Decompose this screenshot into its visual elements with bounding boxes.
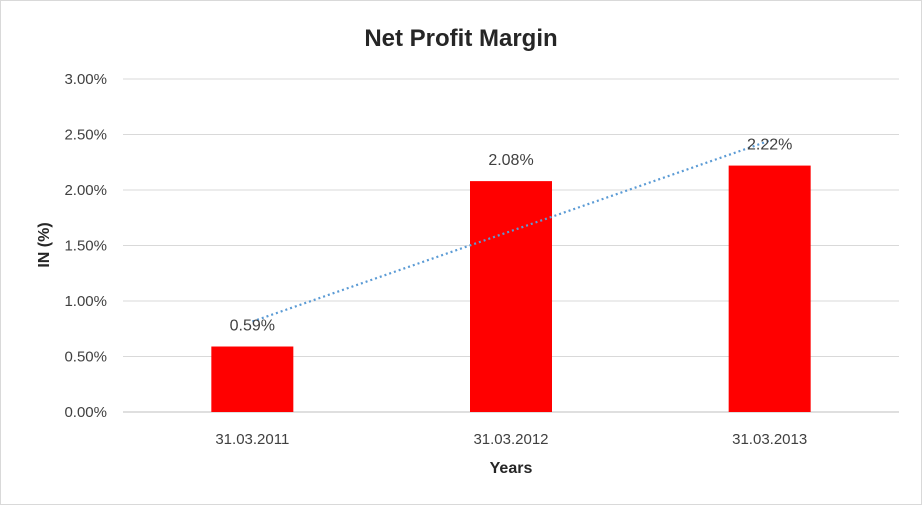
bar [470, 181, 552, 412]
x-axis-ticks: 31.03.2011 31.03.2012 31.03.2013 [215, 431, 807, 448]
x-tick-label: 31.03.2013 [732, 431, 807, 448]
data-label: 2.22% [747, 137, 792, 154]
y-tick-label: 3.00% [64, 71, 107, 88]
x-tick-label: 31.03.2012 [473, 431, 548, 448]
trendline-group [251, 139, 771, 323]
y-tick-label: 0.50% [64, 349, 107, 366]
bar [211, 346, 294, 412]
y-tick-label: 2.00% [64, 182, 107, 199]
bar-series [211, 165, 811, 412]
y-tick-label: 0.00% [64, 404, 107, 421]
x-axis-title: Years [490, 460, 533, 477]
y-axis-ticks: 0.00% 0.50% 1.00% 1.50% 2.00% 2.50% 3.00% [64, 71, 107, 421]
y-tick-label: 1.00% [64, 293, 107, 310]
data-labels: 0.59% 2.08% 2.22% [230, 137, 793, 335]
y-tick-label: 2.50% [64, 127, 107, 144]
chart-title: Net Profit Margin [364, 25, 557, 52]
data-label: 2.08% [488, 152, 533, 169]
x-tick-label: 31.03.2011 [215, 431, 289, 448]
bar [728, 165, 811, 412]
y-axis-title: IN (%) [36, 222, 53, 267]
trendline [251, 139, 771, 323]
data-label: 0.59% [230, 318, 275, 335]
y-tick-label: 1.50% [64, 238, 107, 255]
